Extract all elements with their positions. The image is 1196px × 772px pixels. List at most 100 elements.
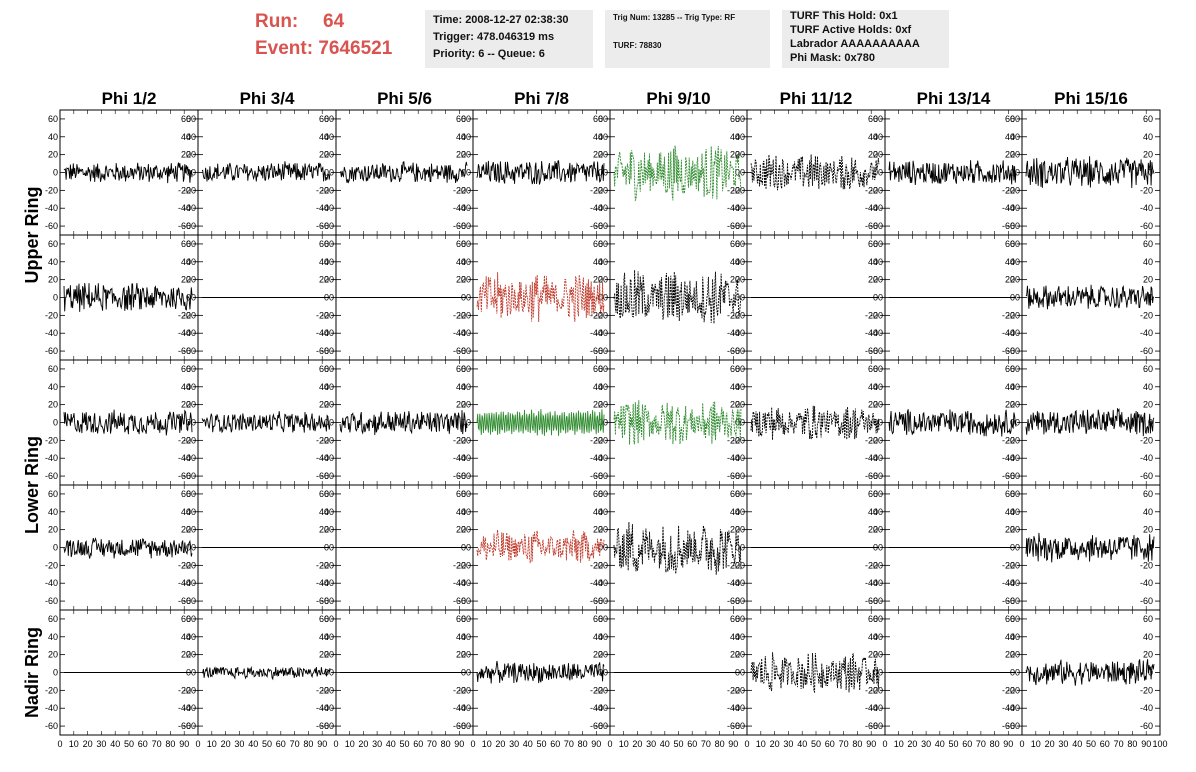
ytick-label-right: 40 [1005,132,1015,142]
ytick-label-right: -60 [453,721,466,731]
ytick-label-left: -40 [45,453,58,463]
ytick-label-right: -20 [453,310,466,320]
ytick-label-left: 40 [461,507,471,517]
xtick-label: 30 [372,739,382,749]
ytick-label-left: 0 [740,168,745,178]
run-value: 64 [323,11,345,32]
ytick-label-right: 40 [1143,507,1153,517]
panel-frame-r5-c6 [746,609,886,736]
ytick-label-left: 0 [740,543,745,553]
ytick-label-right: 40 [868,132,878,142]
ytick-label-right: -60 [178,471,191,481]
ytick-label-right: 60 [730,364,740,374]
ytick-label-right: 40 [319,257,329,267]
ytick-label-left: 0 [878,668,883,678]
run-event-box: Run: 64 Event: 7646521 [250,8,420,64]
ytick-label-right: 60 [1143,489,1153,499]
ytick-label-right: -60 [178,346,191,356]
ytick-label-right: -60 [453,596,466,606]
xtick-label: 100 [1152,739,1167,749]
ytick-label-right: 60 [1005,239,1015,249]
ytick-label-left: -20 [870,560,883,570]
ytick-label-left: -60 [458,346,471,356]
ytick-label-left: 60 [186,239,196,249]
ytick-label-right: 20 [868,400,878,410]
ytick-label-right: 20 [456,150,466,160]
ytick-label-left: 0 [603,293,608,303]
ytick-label-right: -20 [590,435,603,445]
ytick-label-left: 60 [873,614,883,624]
ytick-label-left: -60 [732,596,745,606]
ytick-label-left: -60 [595,471,608,481]
ytick-label-right: 40 [456,632,466,642]
ytick-label-right: 20 [593,650,603,660]
xtick-label: 60 [413,739,423,749]
ytick-label-left: 20 [735,275,745,285]
ytick-label-left: 20 [461,275,471,285]
ytick-label-left: 20 [186,275,196,285]
ytick-label-right: -40 [727,703,740,713]
ytick-label-left: 40 [735,632,745,642]
ytick-label-left: 60 [461,614,471,624]
ytick-label-right: -20 [865,435,878,445]
ytick-label-left: 20 [186,650,196,660]
xtick-label: 20 [495,739,505,749]
ytick-label-left: -40 [183,203,196,213]
ytick-label-left: -40 [732,203,745,213]
ytick-label-right: -40 [453,328,466,338]
xtick-label: 60 [962,739,972,749]
ytick-label-left: 40 [1010,132,1020,142]
ytick-label-right: -60 [727,596,740,606]
ytick-label-left: -60 [183,346,196,356]
waveform-r1-c3 [339,161,468,184]
ytick-label-right: -20 [727,560,740,570]
ytick-label-left: 0 [603,543,608,553]
ytick-label-left: -60 [732,346,745,356]
ytick-label-left: 40 [1010,382,1020,392]
xtick-label: 20 [770,739,780,749]
ytick-label-left: -60 [595,596,608,606]
ytick-label-left: 40 [461,382,471,392]
column-header-4: Phi 7/8 [514,89,569,108]
ytick-label-right: -20 [1002,185,1015,195]
ytick-label-left: 0 [191,293,196,303]
ytick-label-left: 60 [48,114,58,124]
ytick-label-left: 20 [1010,275,1020,285]
waveform-r1-c8 [1025,156,1155,189]
ytick-label-right: 20 [181,400,191,410]
ytick-label-left: 40 [873,257,883,267]
xtick-label: 10 [894,739,904,749]
ytick-label-left: -40 [45,703,58,713]
ytick-label-right: -40 [316,203,329,213]
ytick-label-right: 60 [319,114,329,124]
ytick-label-right: 60 [868,114,878,124]
ytick-label-left: -40 [595,328,608,338]
ytick-label-left: -40 [732,578,745,588]
ytick-label-right: 0 [1010,418,1015,428]
ytick-label-right: -60 [727,471,740,481]
ytick-label-right: 20 [730,150,740,160]
ytick-label-left: 0 [53,168,58,178]
ytick-label-right: -20 [453,435,466,445]
ytick-label-right: 40 [319,382,329,392]
ytick-label-right: 60 [868,239,878,249]
panel-frame-r3-c5 [609,359,748,486]
ytick-label-left: 60 [186,364,196,374]
ytick-label-right: -60 [1002,471,1015,481]
phi-mask-text: Phi Mask: 0x780 [790,52,875,64]
ytick-label-right: 20 [181,525,191,535]
waveform-r5-c8 [1025,659,1155,686]
ytick-label-right: -40 [1002,578,1015,588]
ytick-label-right: -60 [1002,346,1015,356]
ytick-label-right: 20 [868,650,878,660]
ytick-label-left: 60 [598,364,608,374]
ytick-label-left: 40 [873,382,883,392]
xtick-label: 90 [317,739,327,749]
ytick-label-right: 20 [1143,275,1153,285]
ytick-label-right: -20 [453,185,466,195]
ytick-label-left: 20 [324,650,334,660]
ytick-label-right: 20 [1005,400,1015,410]
ytick-label-right: -60 [178,596,191,606]
xtick-label: 60 [1100,739,1110,749]
